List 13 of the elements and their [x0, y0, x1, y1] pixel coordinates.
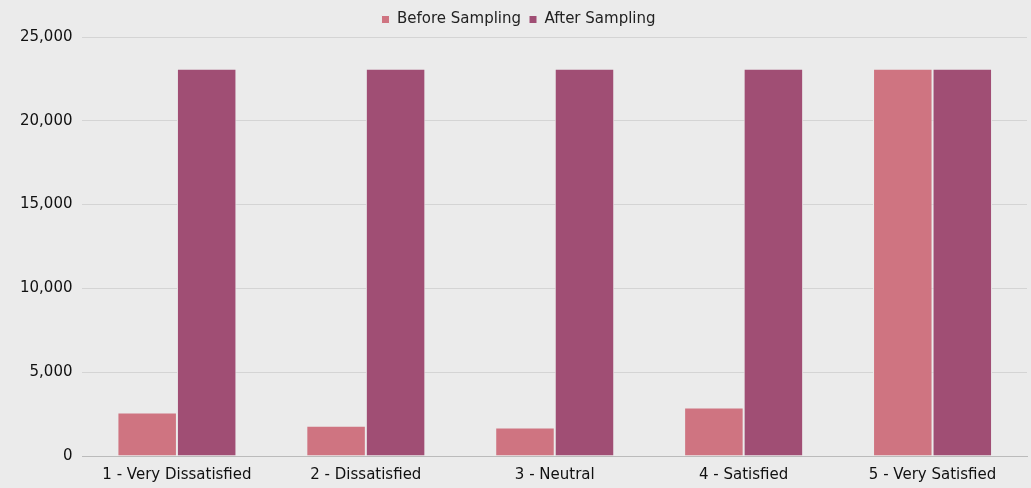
x-tick-label: 5 - Very Satisfied	[868, 464, 997, 483]
x-tick-label: 3 - Neutral	[514, 464, 595, 483]
y-tick-label: 15,000	[19, 194, 73, 213]
x-tick-label: 4 - Satisfied	[699, 464, 789, 483]
x-tick-label: 2 - Dissatisfied	[310, 464, 422, 483]
x-tick-label: 1 - Very Dissatisfied	[102, 464, 252, 483]
y-tick-label: 25,000	[19, 26, 73, 45]
y-tick-label: 10,000	[19, 278, 73, 297]
legend-label: After Sampling	[544, 9, 656, 28]
y-tick-label: 0	[62, 445, 73, 464]
y-tick-label: 20,000	[19, 110, 73, 129]
y-tick-label: 5,000	[29, 362, 73, 381]
legend-label: Before Sampling	[396, 9, 522, 28]
